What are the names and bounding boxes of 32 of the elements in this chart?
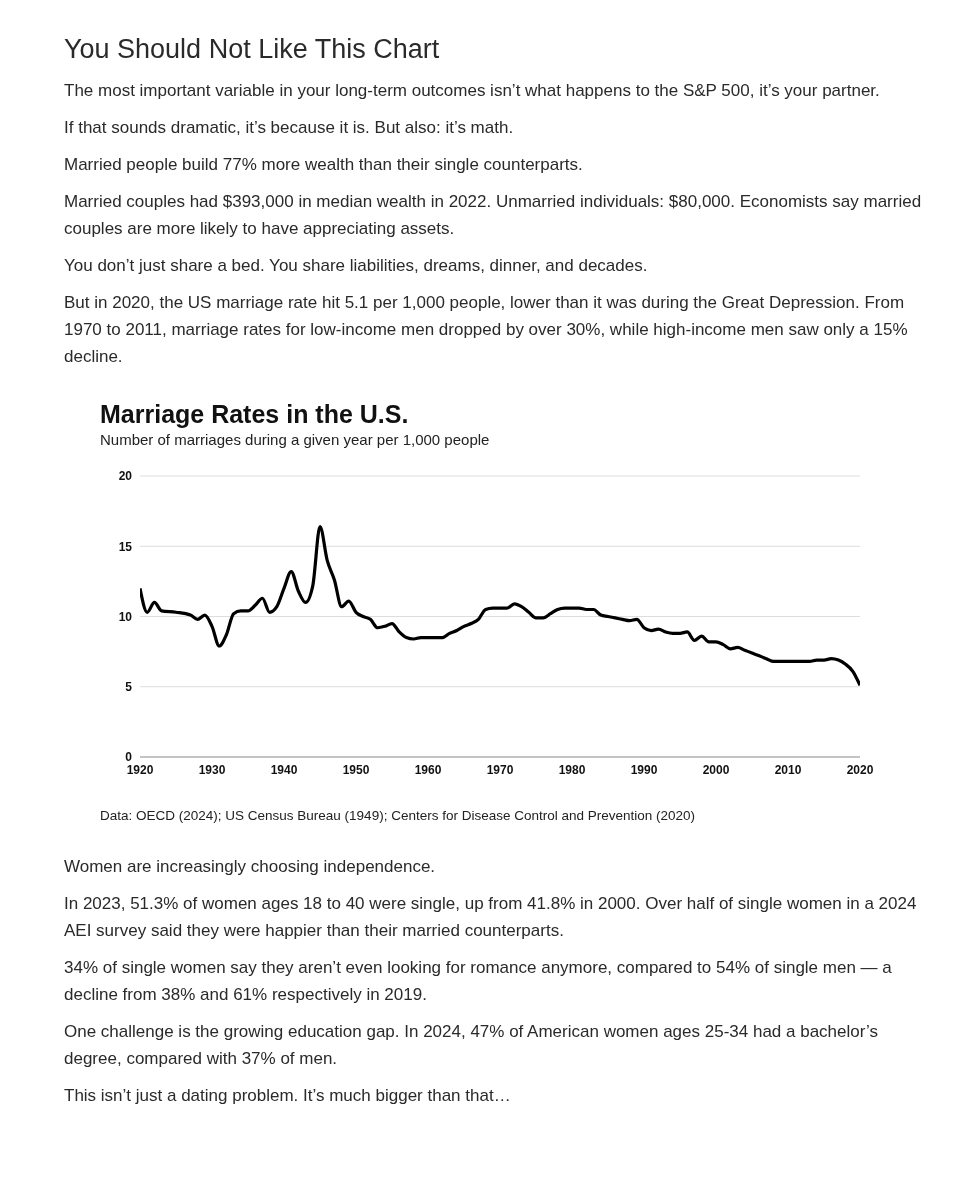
text: If that sounds dramatic, it’s because it is. But also: it’s math.: [64, 117, 515, 139]
x-tick-label: 1950: [342, 762, 370, 777]
x-tick-label: 2000: [702, 762, 730, 777]
y-tick-label: 15: [118, 539, 133, 554]
x-tick-label: 1970: [486, 762, 514, 777]
x-tick-label: 2010: [774, 762, 802, 777]
chart-subtitle: Number of marriages during a given year per 1,000 people: [100, 431, 491, 448]
line-series: [140, 524, 860, 687]
x-tick-label: 1920: [126, 762, 154, 777]
chart-title: Marriage Rates in the U.S.: [100, 400, 410, 429]
text: This isn’t just a dating problem. It’s much bigger than that…: [64, 1085, 512, 1107]
y-tick-label: 10: [118, 609, 133, 624]
x-tick-label: 1940: [270, 762, 298, 777]
text: But in 2020, the US marriage rate hit 5.1 per 1,000 people, lower than it was during the Great Depression. From 1970 to 2011, marriage rates for low-income men dropped by over 30%, while high-income men saw only a 15% decline.: [64, 292, 909, 368]
x-tick-label: 1980: [558, 762, 586, 777]
text: You don’t just share a bed. You share liabilities, dreams, dinner, and decades.: [64, 255, 649, 277]
text: In 2023, 51.3% of women ages 18 to 40 were single, up from 41.8% in 2000. Over half of single women in a 2024 AEI survey said they were happier than their married counterparts.: [64, 893, 918, 942]
x-tick-label: 1990: [630, 762, 658, 777]
text: The most important variable in your long-term outcomes isn’t what happens to the S&P 500, it’s your partner.: [64, 80, 881, 102]
x-tick-label: 1960: [414, 762, 442, 777]
text: One challenge is the growing education gap. In 2024, 47% of American women ages 25-34 had a bachelor’s degree, compared with 37% of men.: [64, 1021, 880, 1070]
text: Women are increasingly choosing independence.: [64, 856, 437, 878]
text: You Should Not Like This Chart: [64, 34, 441, 64]
y-tick-label: 20: [118, 469, 133, 484]
text: Married couples had $393,000 in median wealth in 2022. Unmarried individuals: $80,000. Economists say married couples are more likely to have appreciating assets.: [64, 191, 923, 240]
text: Married people build 77% more wealth than their single counterparts.: [64, 154, 584, 176]
y-tick-label: 5: [125, 680, 133, 695]
text: 34% of single women say they aren’t even looking for romance anymore, compared to 54% of single men — a decline from 38% and 61% respectively in 2019.: [64, 957, 893, 1006]
text: Data: OECD (2024); US Census Bureau (1949); Centers for Disease Control and Prevention (2020): [100, 808, 697, 823]
x-tick-label: 1930: [198, 762, 226, 777]
x-tick-label: 2020: [846, 762, 874, 777]
y-tick-label: 0: [125, 750, 133, 765]
